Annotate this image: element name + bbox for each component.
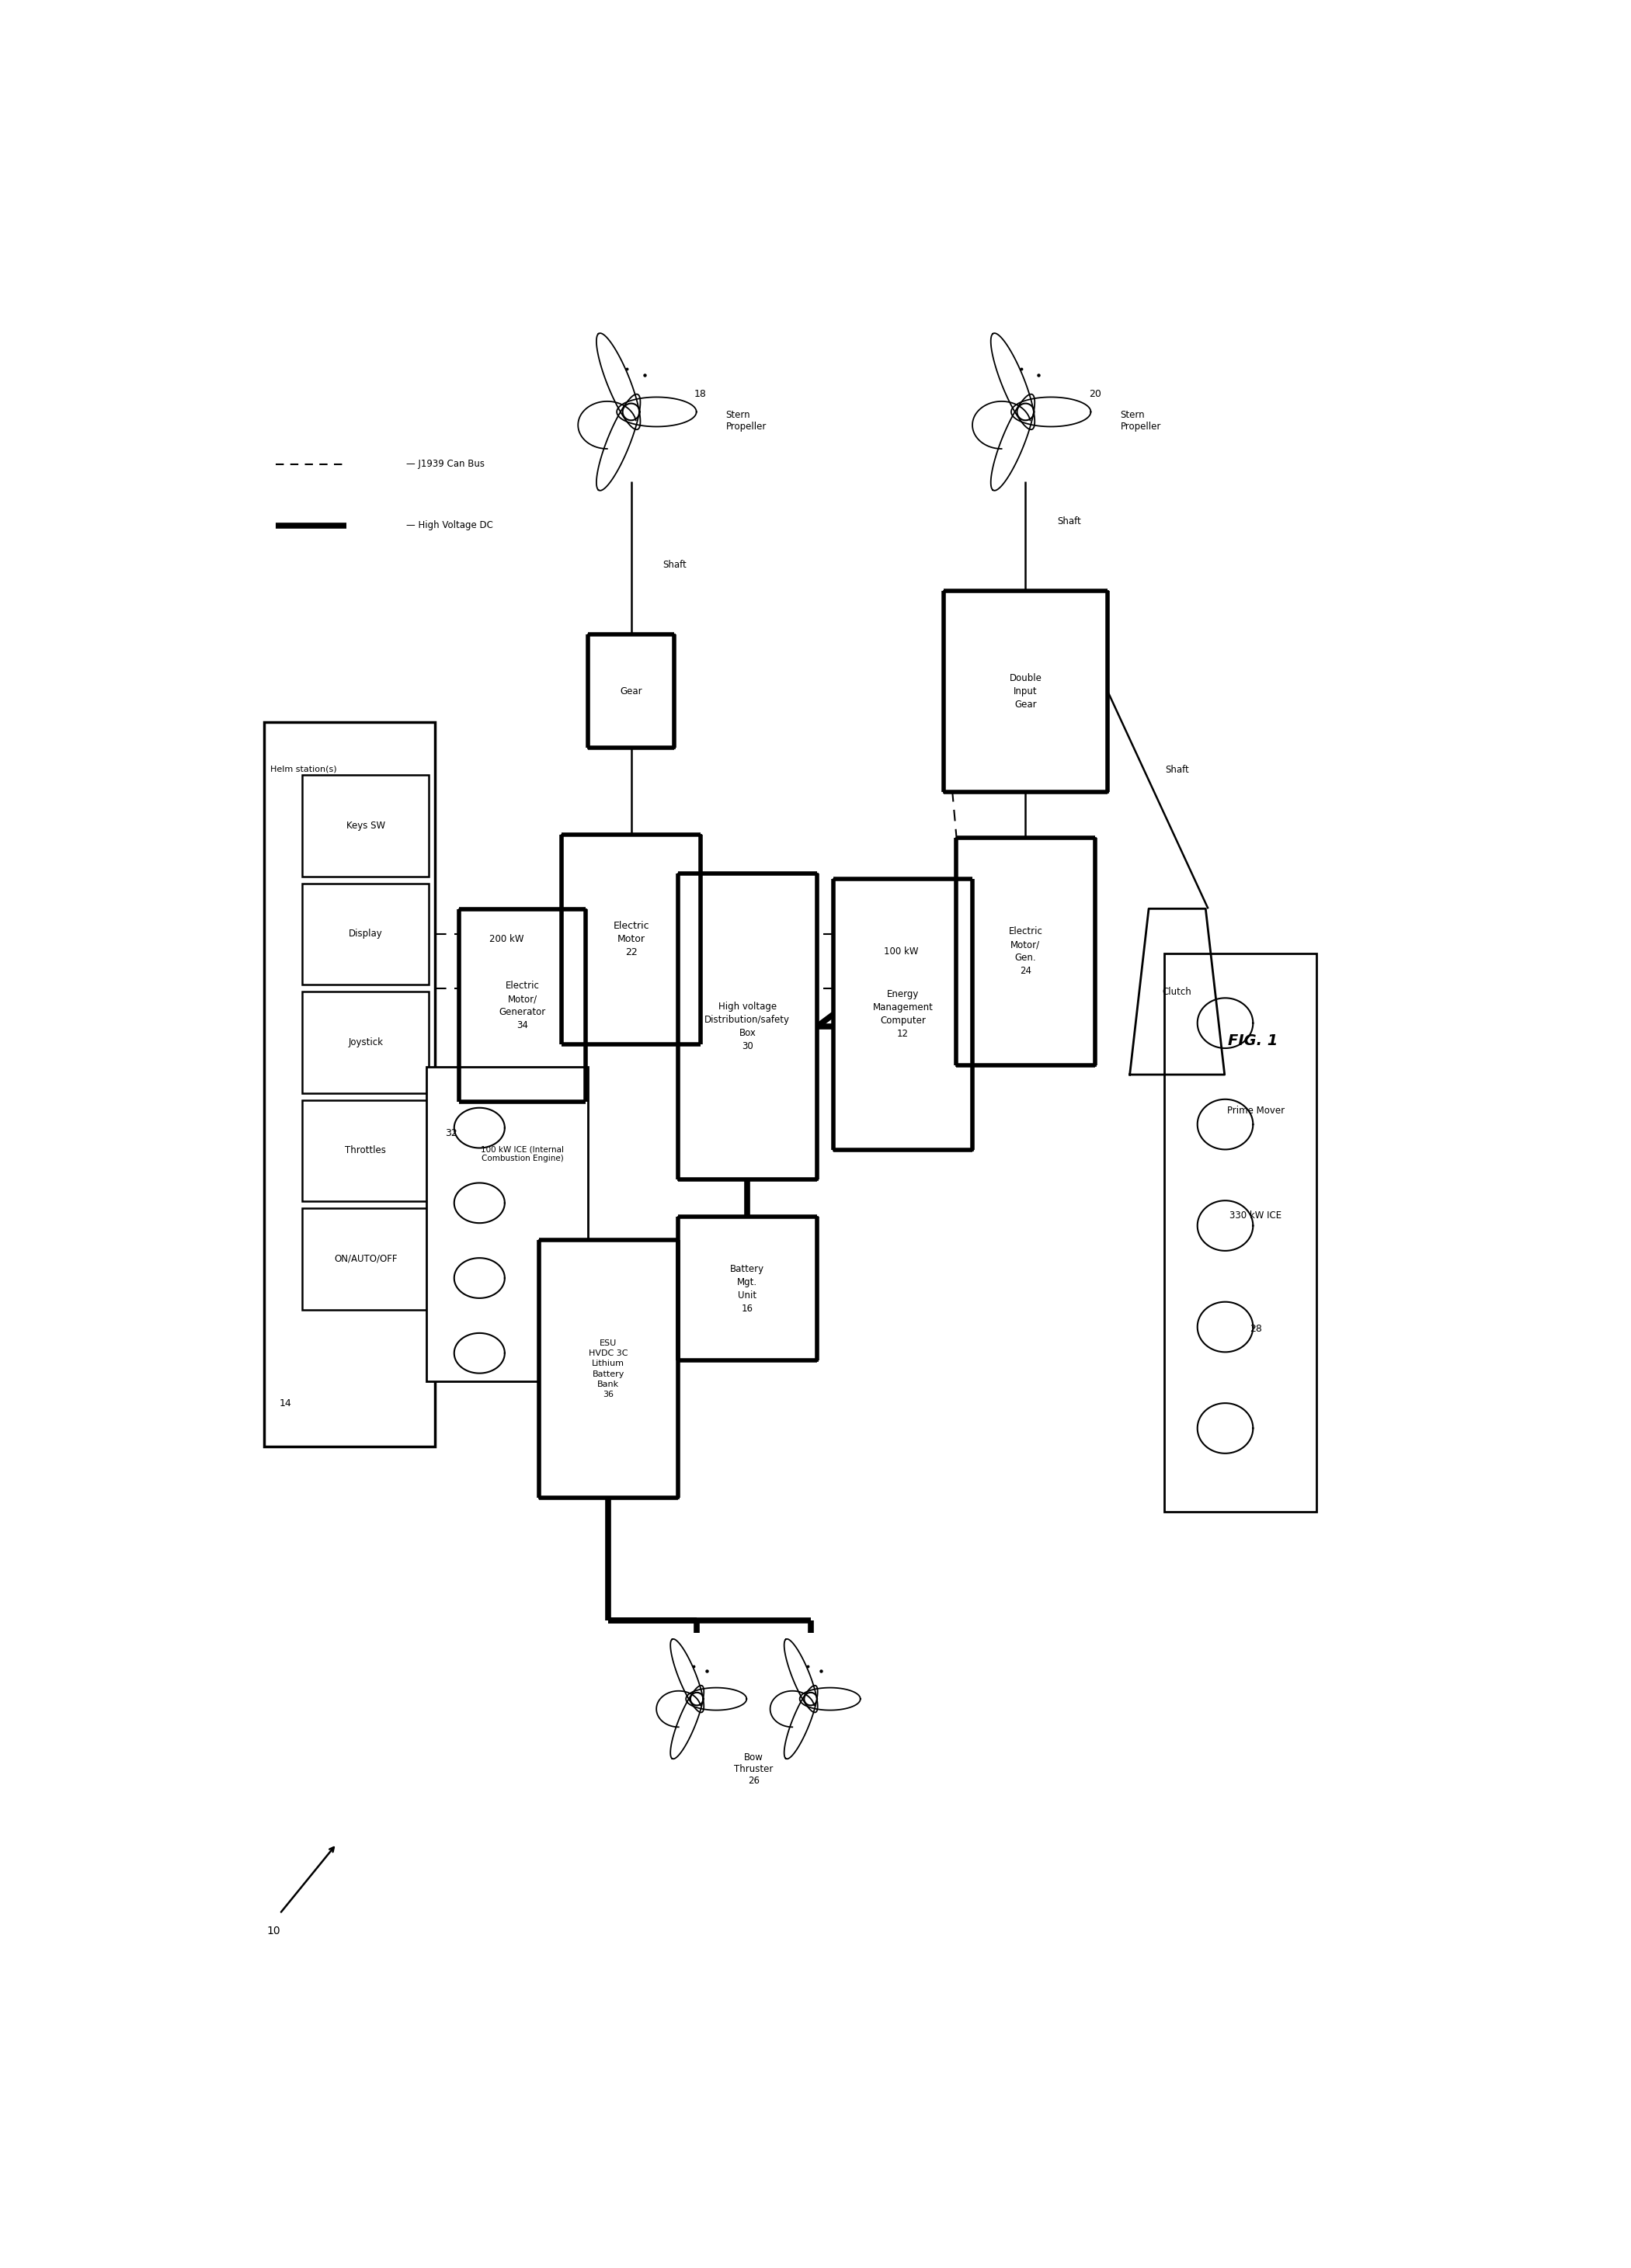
Text: 32: 32 — [445, 1127, 458, 1139]
Polygon shape — [1130, 909, 1225, 1075]
Bar — [1165, 953, 1316, 1513]
Text: 330 kW ICE: 330 kW ICE — [1230, 1211, 1282, 1220]
Text: Bow
Thruster
26: Bow Thruster 26 — [734, 1753, 773, 1785]
Text: Double
Input
Gear: Double Input Gear — [1010, 674, 1042, 710]
Text: Clutch: Clutch — [1163, 987, 1192, 996]
Bar — [302, 776, 429, 875]
Text: Gear: Gear — [620, 687, 643, 696]
Text: 14: 14 — [279, 1397, 292, 1408]
Text: ON/AUTO/OFF: ON/AUTO/OFF — [334, 1254, 398, 1263]
Bar — [678, 1218, 817, 1361]
Text: Joystick: Joystick — [347, 1036, 383, 1048]
Text: 20: 20 — [1090, 390, 1101, 399]
Text: Stern
Propeller: Stern Propeller — [726, 411, 767, 431]
Bar — [943, 592, 1107, 792]
Text: ESU
HVDC 3C
Lithium
Battery
Bank
36: ESU HVDC 3C Lithium Battery Bank 36 — [589, 1340, 628, 1399]
Text: Shaft: Shaft — [662, 560, 687, 569]
Text: Battery
Mgt.
Unit
16: Battery Mgt. Unit 16 — [731, 1263, 765, 1313]
Bar — [302, 991, 429, 1093]
Text: Shaft: Shaft — [1165, 764, 1189, 776]
Text: Helm station(s): Helm station(s) — [271, 767, 336, 773]
Text: Electric
Motor/
Generator
34: Electric Motor/ Generator 34 — [499, 980, 546, 1030]
Text: 100 kW: 100 kW — [884, 946, 918, 957]
Text: Throttles: Throttles — [346, 1145, 387, 1157]
Bar — [589, 635, 674, 748]
Bar — [833, 880, 972, 1150]
Text: Prime Mover: Prime Mover — [1227, 1105, 1284, 1116]
Text: Electric
Motor/
Gen.
24: Electric Motor/ Gen. 24 — [1008, 928, 1042, 975]
Bar — [460, 909, 586, 1102]
Text: FIG. 1: FIG. 1 — [1228, 1034, 1279, 1048]
Bar — [561, 835, 701, 1043]
Bar — [302, 882, 429, 984]
Bar — [426, 1066, 589, 1381]
Text: 18: 18 — [695, 390, 706, 399]
Text: 200 kW: 200 kW — [489, 934, 524, 943]
Bar — [302, 1209, 429, 1309]
Text: Energy
Management
Computer
12: Energy Management Computer 12 — [873, 989, 933, 1039]
Text: 100 kW ICE (Internal
Combustion Engine): 100 kW ICE (Internal Combustion Engine) — [481, 1145, 564, 1163]
Text: 28: 28 — [1249, 1325, 1262, 1334]
Bar — [538, 1241, 678, 1499]
Text: Display: Display — [349, 930, 383, 939]
Text: Shaft: Shaft — [1057, 515, 1081, 526]
Bar — [678, 873, 817, 1179]
Text: Electric
Motor
22: Electric Motor 22 — [613, 921, 649, 957]
Bar — [264, 721, 434, 1447]
Text: — J1939 Can Bus: — J1939 Can Bus — [406, 458, 484, 469]
Text: — High Voltage DC: — High Voltage DC — [406, 519, 493, 531]
Bar — [956, 837, 1094, 1066]
Text: Stern
Propeller: Stern Propeller — [1120, 411, 1161, 431]
Text: 10: 10 — [266, 1926, 281, 1937]
Text: Keys SW: Keys SW — [346, 821, 385, 830]
Bar — [302, 1100, 429, 1202]
Text: High voltage
Distribution/safety
Box
30: High voltage Distribution/safety Box 30 — [705, 1002, 789, 1052]
